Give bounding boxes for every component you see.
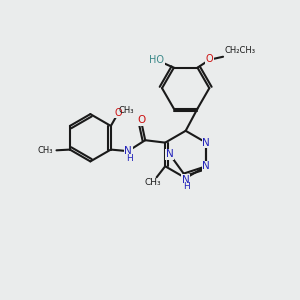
Text: HO: HO [149, 56, 164, 65]
Text: O: O [114, 107, 122, 118]
Text: H: H [126, 154, 133, 163]
Text: O: O [206, 54, 214, 64]
Text: CH₃: CH₃ [119, 106, 134, 115]
Text: H: H [183, 182, 190, 191]
Text: N: N [124, 146, 132, 156]
Text: CH₃: CH₃ [37, 146, 53, 155]
Text: N: N [182, 175, 190, 184]
Text: N: N [166, 149, 174, 160]
Text: N: N [202, 138, 210, 148]
Text: CH₂CH₃: CH₂CH₃ [225, 46, 256, 55]
Text: O: O [137, 115, 146, 125]
Text: N: N [202, 161, 210, 171]
Text: CH₃: CH₃ [145, 178, 161, 187]
